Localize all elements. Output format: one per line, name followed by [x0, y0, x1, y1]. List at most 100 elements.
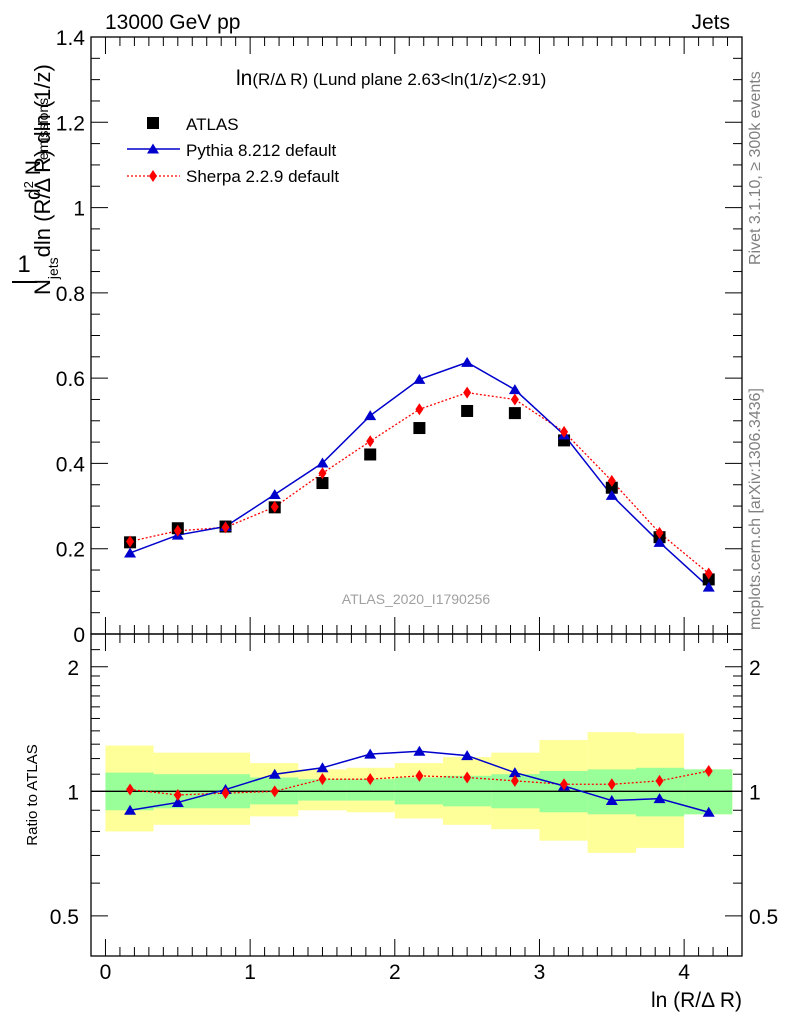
pythia-ratio-point: [702, 806, 715, 817]
sherpa-point: [607, 474, 616, 487]
ratio-y-axis-label: Ratio to ATLAS: [24, 744, 41, 845]
ylabel-one: 1: [17, 251, 30, 278]
pythia-ratio-point: [605, 795, 618, 806]
sherpa-point: [270, 500, 279, 513]
top-y-tick-label: 0.8: [56, 283, 85, 306]
x-tick-label: 1: [244, 961, 256, 984]
ratio-y-tick-label-left: 2: [67, 657, 79, 680]
sherpa-ratio-point: [655, 774, 664, 787]
inner-band-bin-4: [298, 779, 347, 801]
atlas-point: [605, 481, 618, 494]
ratio-y-tick-label-left: 0.5: [50, 906, 79, 929]
ratio-y-tick-label-right: 0.5: [749, 906, 778, 929]
pythia-point: [124, 547, 137, 558]
legend-atlas-label: ATLAS: [186, 115, 239, 134]
sherpa-ratio-point: [560, 778, 569, 791]
header-left-label: 13000 GeV pp: [105, 11, 240, 34]
top-y-tick-label: 0.2: [56, 539, 85, 562]
legend: ATLAS Pythia 8.212 default Sherpa 2.2.9 …: [127, 115, 339, 186]
sherpa-point: [126, 535, 135, 548]
sherpa-point: [560, 425, 569, 438]
sherpa-ratio-point: [173, 788, 182, 801]
top-y-tick-label: 0.6: [56, 368, 85, 391]
top-plot-series: [124, 356, 715, 592]
sherpa-point: [221, 521, 230, 534]
pythia-point: [268, 489, 281, 500]
top-y-axis-label: 1 Njetsdln (R/Δ R) dln (1/z) d2 Nemissio…: [12, 64, 61, 295]
pythia-point: [702, 581, 715, 592]
sherpa-ratio-point: [510, 774, 519, 787]
pythia-point: [461, 356, 474, 367]
sherpa-ratio-point: [704, 764, 713, 777]
sherpa-point: [655, 526, 664, 539]
pythia-ratio-point: [268, 768, 281, 779]
pythia-ratio-point: [171, 796, 184, 807]
pythia-point: [364, 410, 377, 421]
atlas-point: [364, 448, 377, 461]
legend-pythia-marker: [147, 143, 159, 154]
atlas-point: [461, 404, 474, 417]
inner-band-bin-11: [635, 767, 685, 817]
sherpa-ratio-point: [270, 785, 279, 798]
ratio-y-tick-label-right: 2: [749, 657, 761, 680]
top-y-tick-label: 1.2: [56, 112, 85, 135]
top-y-tick-label: 0.4: [56, 453, 86, 476]
sherpa-point: [510, 393, 519, 406]
pythia-ratio-point: [653, 793, 666, 804]
sherpa-ratio-point: [607, 778, 616, 791]
pythia-ratio-point: [124, 804, 137, 815]
ylabel-numerator: d2 Nemissions: [21, 98, 52, 200]
sherpa-point: [463, 386, 472, 399]
sherpa-ratio-point: [463, 771, 472, 784]
sherpa-point: [704, 567, 713, 580]
pythia-ratio-point: [316, 762, 329, 773]
ratio-y-tick-label-right: 1: [749, 781, 761, 804]
pythia-point: [653, 536, 666, 547]
sherpa-ratio-point: [318, 773, 327, 786]
sherpa-line: [129, 391, 710, 574]
sherpa-ratio-point: [366, 773, 375, 786]
sherpa-ratio-point: [415, 769, 424, 782]
x-tick-label: 3: [534, 961, 546, 984]
ratio-plot-frame: [90, 633, 743, 957]
mcplots-label: mcplots.cern.ch [arXiv:1306.3436]: [747, 388, 764, 630]
analysis-id-label: ATLAS_2020_I1790256: [342, 591, 491, 607]
top-y-tick-label: 0: [73, 624, 85, 647]
sherpa-point: [366, 435, 375, 448]
x-axis-label: ln (R/Δ R): [651, 989, 742, 1012]
atlas-point: [316, 477, 329, 490]
sherpa-point: [318, 467, 327, 480]
x-tick-label: 2: [389, 961, 401, 984]
legend-atlas-marker: [147, 117, 159, 129]
atlas-point: [413, 422, 426, 435]
pythia-point: [413, 373, 426, 384]
ylabel-denominator: Njetsdln (R/Δ R) dln (1/z): [30, 64, 61, 295]
header-right-label: Jets: [691, 11, 730, 34]
pythia-line: [129, 361, 710, 588]
legend-pythia-label: Pythia 8.212 default: [186, 141, 337, 160]
x-tick-label: 4: [678, 961, 690, 984]
ratio-plot-series: [124, 745, 715, 817]
pythia-point: [508, 384, 521, 395]
rivet-version-label: Rivet 3.1.10, ≥ 300k events: [747, 71, 764, 265]
pythia-ratio-point: [461, 750, 474, 761]
inner-band-bin-5: [346, 779, 395, 801]
sherpa-ratio-point: [221, 787, 230, 800]
top-y-tick-label: 1.4: [56, 27, 86, 50]
atlas-point: [508, 407, 521, 420]
pythia-ratio-point: [508, 767, 521, 778]
legend-sherpa-label: Sherpa 2.2.9 default: [186, 167, 339, 186]
pythia-point: [605, 489, 618, 500]
pythia-ratio-point: [413, 745, 426, 756]
sherpa-ratio-point: [126, 783, 135, 796]
sherpa-point: [173, 524, 182, 537]
top-y-tick-label: 1: [73, 198, 85, 221]
ratio-y-tick-label-left: 1: [67, 781, 79, 804]
axes-ticks: 0 0.2 0.4 0.6 0.8 1 1.2 1.4 0 1 2 3 4 0.5 0.5 1 1 2 2: [50, 27, 778, 984]
pythia-ratio-point: [364, 748, 377, 759]
legend-sherpa-marker: [149, 170, 157, 182]
sherpa-point: [415, 403, 424, 416]
plot-title: ln(R/Δ R) (Lund plane 2.63<ln(1/z)<2.91): [236, 67, 546, 90]
x-tick-label: 0: [100, 961, 112, 984]
